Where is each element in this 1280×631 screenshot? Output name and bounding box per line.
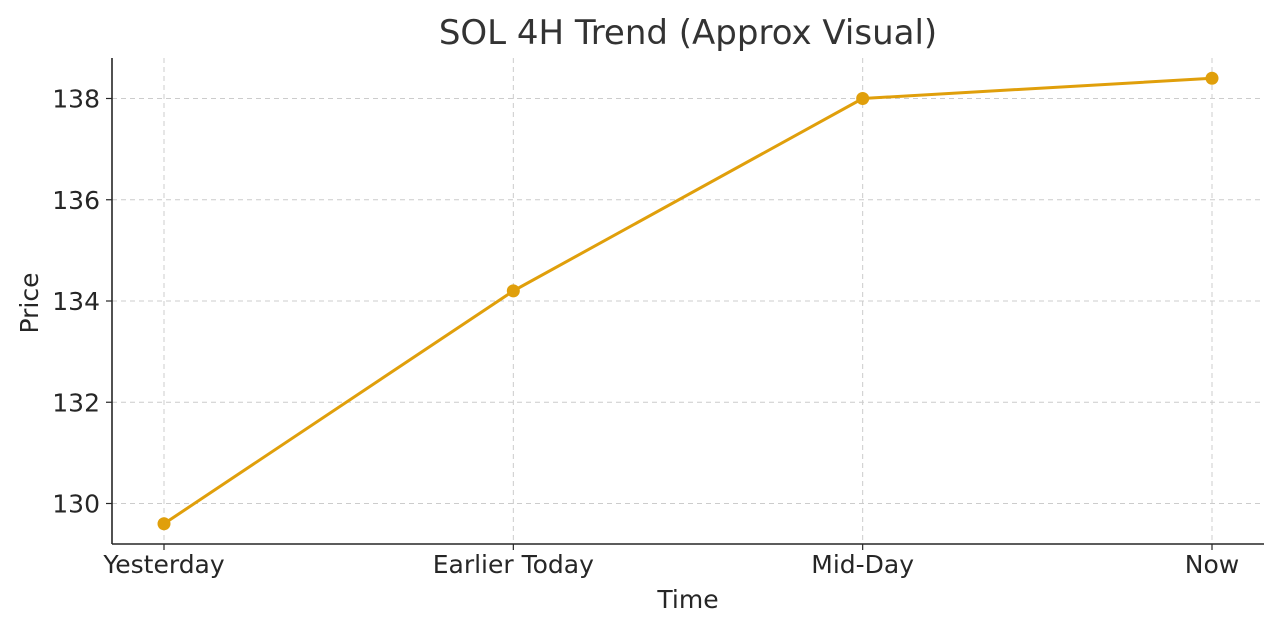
y-tick-label: 134	[52, 287, 100, 316]
data-point	[157, 517, 171, 531]
y-axis-label: Price	[15, 273, 44, 334]
x-tick-label: Mid-Day	[811, 550, 914, 579]
grid	[112, 58, 1264, 544]
y-tick-label: 136	[52, 186, 100, 215]
series-layer	[157, 71, 1219, 531]
x-tick-label: Earlier Today	[433, 550, 594, 579]
data-point	[1205, 71, 1219, 85]
y-tick-label: 132	[52, 388, 100, 417]
x-axis-label: Time	[656, 585, 718, 614]
data-point	[856, 92, 870, 105]
x-tick-label: Now	[1185, 550, 1239, 579]
y-tick-label: 130	[52, 490, 100, 519]
series-line	[162, 76, 1214, 526]
chart-title: SOL 4H Trend (Approx Visual)	[439, 13, 937, 53]
x-tick-label: Yesterday	[102, 550, 225, 579]
data-point	[506, 284, 520, 298]
ticks: 130 132 134 136 138 Yesterday Earlier Today Mid…	[52, 85, 1239, 580]
y-tick-label: 138	[52, 85, 100, 114]
